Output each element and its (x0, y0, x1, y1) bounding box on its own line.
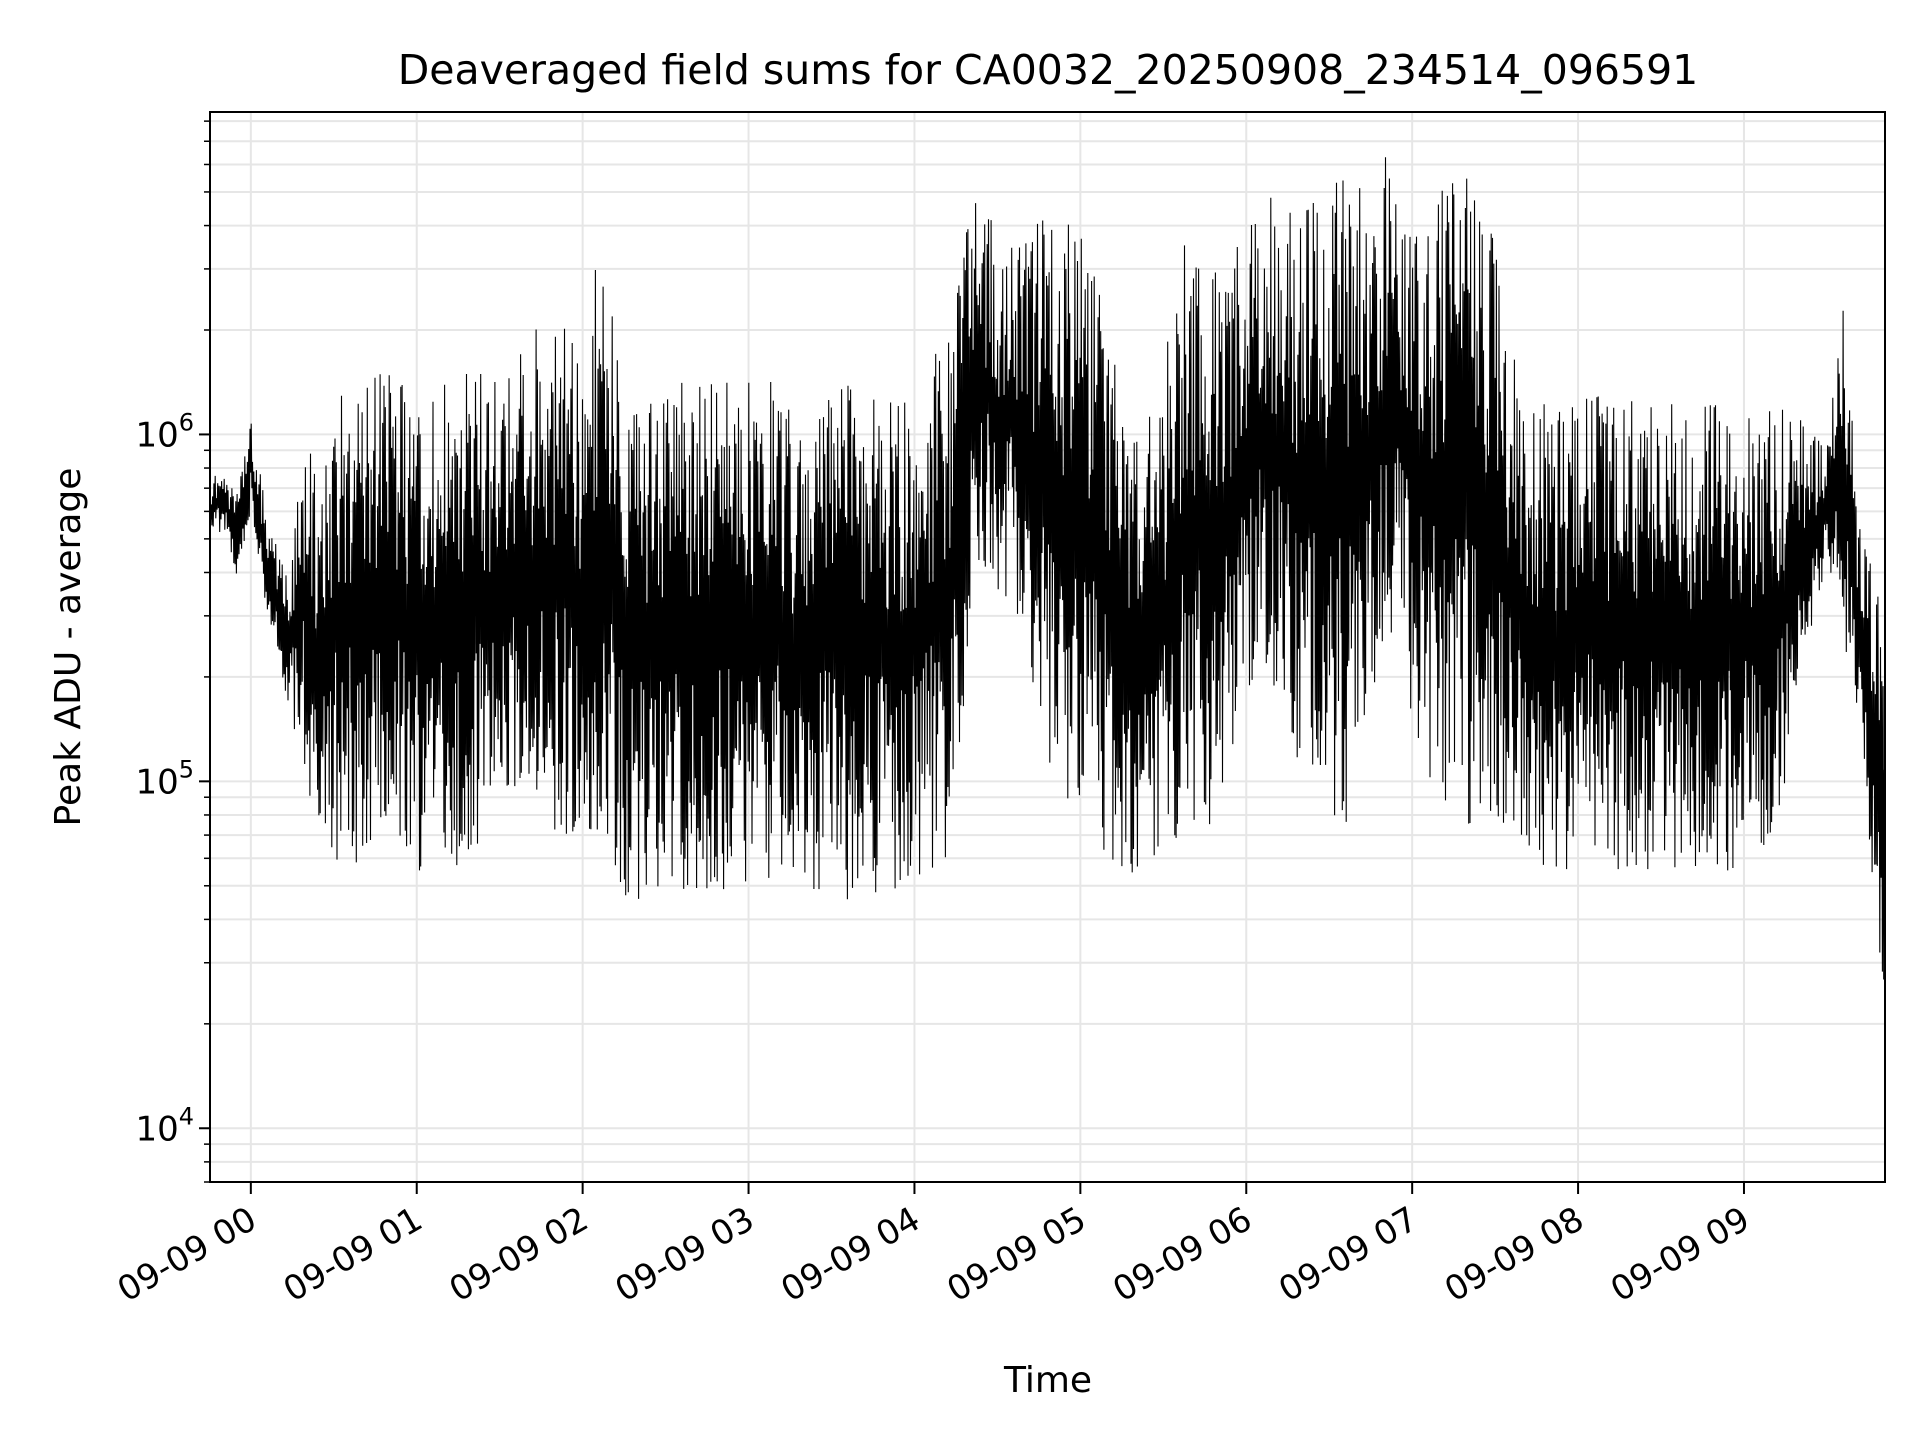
y-axis-label: Peak ADU - average (48, 468, 89, 827)
y-tick-label: 104 (135, 1102, 194, 1149)
data-series (209, 157, 1886, 980)
grid-lines (210, 112, 1885, 1183)
x-axis-label: Time (1003, 1360, 1092, 1401)
y-tick-label: 105 (135, 755, 194, 802)
chart-title: Deaveraged field sums for CA0032_2025090… (398, 46, 1699, 94)
y-tick-label: 106 (135, 408, 194, 455)
plot-frame (209, 111, 1886, 1183)
data-line (209, 157, 1886, 980)
